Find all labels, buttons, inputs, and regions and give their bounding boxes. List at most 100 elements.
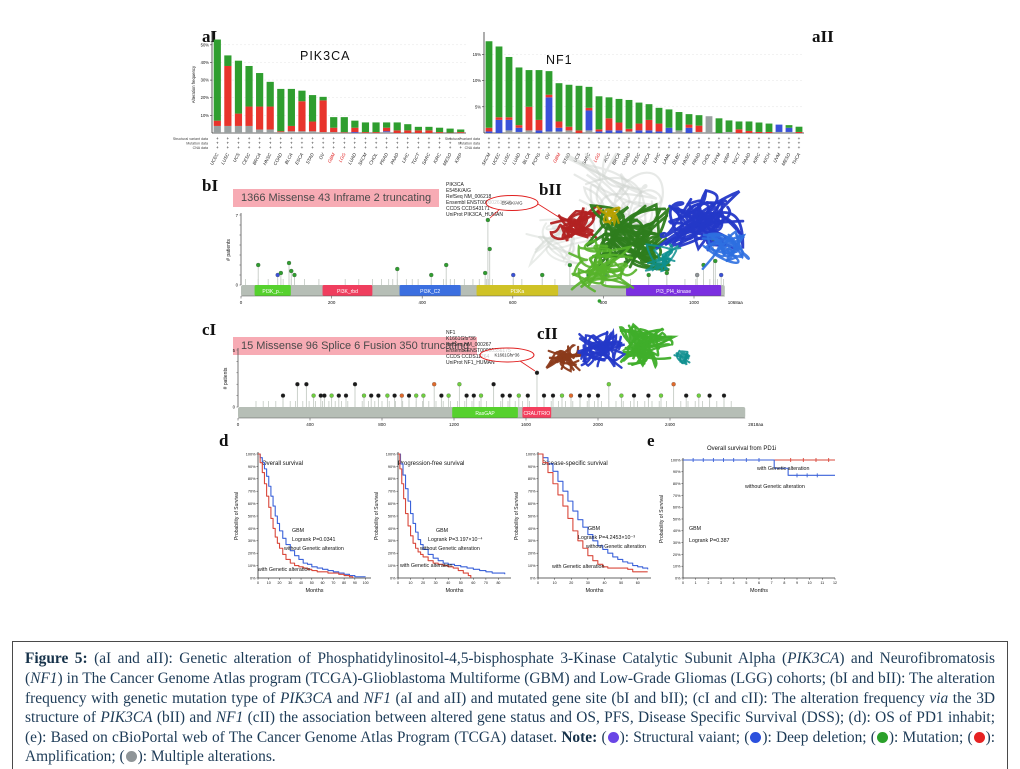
svg-text:100%: 100% <box>526 452 536 456</box>
svg-text:+: + <box>322 145 325 150</box>
svg-text:+: + <box>428 145 431 150</box>
svg-text:100: 100 <box>363 581 369 585</box>
svg-text:Structural variant data: Structural variant data <box>173 137 208 141</box>
svg-text:GBM: GBM <box>292 528 304 534</box>
svg-text:+: + <box>354 145 357 150</box>
svg-text:THCA: THCA <box>791 152 801 165</box>
svg-text:+: + <box>332 136 335 141</box>
svg-text:+: + <box>354 141 357 146</box>
km-curve-disease-specific-survival: 0% 10% 20% 30% 40% 50% 60% 70% 80% 90% 100% 0 10 20 30… <box>514 452 651 594</box>
svg-text:+: + <box>568 141 571 146</box>
svg-text:10: 10 <box>808 581 812 585</box>
svg-text:Probability of Survival: Probability of Survival <box>234 492 240 540</box>
svg-text:5%: 5% <box>475 104 481 109</box>
svg-text:40: 40 <box>299 581 303 585</box>
svg-text:10%: 10% <box>528 564 536 568</box>
svg-text:+: + <box>728 145 731 150</box>
svg-text:Disease-specific survival: Disease-specific survival <box>542 461 608 467</box>
svg-text:BLCA: BLCA <box>284 152 294 165</box>
svg-text:1600: 1600 <box>521 422 532 427</box>
svg-text:+: + <box>332 141 335 146</box>
svg-text:30%: 30% <box>673 541 681 545</box>
svg-text:CHOL: CHOL <box>701 152 712 166</box>
svg-text:0: 0 <box>537 581 539 585</box>
svg-text:+: + <box>638 141 641 146</box>
svg-text:+: + <box>758 136 761 141</box>
svg-text:70%: 70% <box>388 490 396 494</box>
svg-text:80%: 80% <box>388 477 396 481</box>
svg-text:without Genetic alteration: without Genetic alteration <box>420 546 480 552</box>
svg-text:+: + <box>343 141 346 146</box>
svg-text:100%: 100% <box>386 452 396 456</box>
svg-text:+: + <box>332 145 335 150</box>
svg-text:+: + <box>758 145 761 150</box>
svg-text:without Genetic alteration: without Genetic alteration <box>284 546 344 552</box>
svg-text:# patients: # patients <box>223 367 229 389</box>
svg-text:+: + <box>269 141 272 146</box>
svg-text:40: 40 <box>446 581 450 585</box>
legend-dot <box>973 731 985 743</box>
svg-text:PRAD: PRAD <box>691 152 702 166</box>
svg-text:+: + <box>768 136 771 141</box>
svg-text:80%: 80% <box>248 477 256 481</box>
svg-text:DLBC: DLBC <box>671 152 681 166</box>
svg-text:2818aa: 2818aa <box>748 422 764 427</box>
svg-text:SKCM: SKCM <box>481 152 492 166</box>
svg-text:400: 400 <box>418 300 426 305</box>
svg-text:+: + <box>578 136 581 141</box>
panel-label-aI: aI <box>202 27 218 46</box>
svg-text:+: + <box>488 141 491 146</box>
svg-text:TGCT: TGCT <box>410 151 421 165</box>
svg-text:90%: 90% <box>673 470 681 474</box>
svg-text:Progression-free survival: Progression-free survival <box>398 461 464 467</box>
svg-text:0: 0 <box>236 283 239 288</box>
svg-text:+: + <box>758 141 761 146</box>
figure-caption: Figure 5: (aI and aII): Genetic alterati… <box>12 641 1008 769</box>
svg-text:+: + <box>748 136 751 141</box>
panel-label-bII: bII <box>539 180 562 199</box>
svg-text:Logrank P=0.0341: Logrank P=0.0341 <box>292 537 335 543</box>
svg-text:NF1: NF1 <box>546 53 573 67</box>
svg-text:LGG: LGG <box>592 152 601 163</box>
svg-text:+: + <box>428 141 431 146</box>
svg-text:100%: 100% <box>671 458 681 462</box>
svg-text:40%: 40% <box>248 527 256 531</box>
svg-text:+: + <box>638 145 641 150</box>
svg-text:+: + <box>688 145 691 150</box>
svg-text:+: + <box>322 141 325 146</box>
svg-text:0: 0 <box>240 300 243 305</box>
svg-text:STAD: STAD <box>305 152 315 165</box>
svg-text:Months: Months <box>750 588 768 594</box>
svg-text:60%: 60% <box>248 502 256 506</box>
svg-text:CESC: CESC <box>631 152 642 166</box>
svg-text:PI3Ka: PI3Ka <box>511 289 525 295</box>
svg-text:+: + <box>508 136 511 141</box>
svg-text:RasGAP: RasGAP <box>475 411 495 417</box>
svg-text:+: + <box>227 136 230 141</box>
svg-text:30%: 30% <box>248 539 256 543</box>
svg-text:5: 5 <box>745 581 747 585</box>
svg-text:+: + <box>406 136 409 141</box>
svg-text:1068aa: 1068aa <box>728 300 744 305</box>
svg-text:10: 10 <box>409 581 413 585</box>
svg-text:30%: 30% <box>528 539 536 543</box>
svg-text:+: + <box>396 141 399 146</box>
svg-text:+: + <box>788 136 791 141</box>
svg-text:LIHC: LIHC <box>401 152 411 164</box>
svg-text:2400: 2400 <box>665 422 676 427</box>
svg-text:UCEC: UCEC <box>491 152 502 166</box>
svg-text:+: + <box>688 136 691 141</box>
svg-text:without Genetic alteration: without Genetic alteration <box>745 484 805 490</box>
svg-text:+: + <box>508 141 511 146</box>
svg-text:70: 70 <box>484 581 488 585</box>
svg-text:+: + <box>718 141 721 146</box>
svg-text:+: + <box>406 141 409 146</box>
svg-text:+: + <box>375 136 378 141</box>
svg-text:Alteration frequency: Alteration frequency <box>191 65 196 103</box>
svg-text:+: + <box>290 136 293 141</box>
svg-text:E545K/A/G: E545K/A/G <box>502 201 523 206</box>
svg-text:400: 400 <box>306 422 314 427</box>
svg-text:+: + <box>311 145 314 150</box>
svg-text:LUSC: LUSC <box>220 152 230 166</box>
svg-text:K1661Gfs*36: K1661Gfs*36 <box>495 353 521 358</box>
